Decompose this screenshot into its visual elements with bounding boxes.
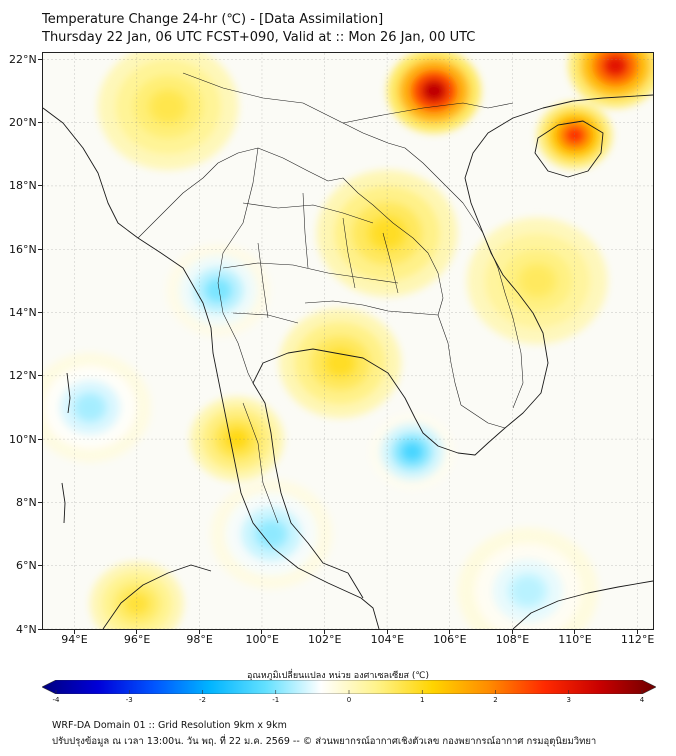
lon-tick-label: 112°E bbox=[620, 633, 655, 646]
lat-tick-mark bbox=[38, 248, 42, 250]
colorbar-label: -2 bbox=[199, 696, 206, 704]
lat-tick-label: 12°N bbox=[9, 369, 37, 383]
lon-tick-mark bbox=[73, 630, 75, 634]
thailand-laos-border bbox=[257, 147, 444, 316]
graticule bbox=[43, 53, 653, 629]
lat-tick-label: 8°N bbox=[16, 495, 37, 509]
lon-tick-mark bbox=[636, 630, 638, 634]
laos-vietnam-border bbox=[342, 122, 524, 409]
update-credit: ปรับปรุงข้อมูล ณ เวลา 13:00น. วัน พฤ. ที… bbox=[52, 736, 597, 747]
lat-tick-mark bbox=[38, 501, 42, 503]
map-title: Temperature Change 24-hr (℃) - [Data Ass… bbox=[42, 12, 384, 27]
lat-tick-mark bbox=[38, 565, 42, 567]
map-canvas bbox=[43, 53, 653, 629]
lon-tick-mark bbox=[574, 630, 576, 634]
colorbar-label: -4 bbox=[52, 696, 60, 704]
anomaly-cell-4 bbox=[166, 243, 270, 337]
lat-tick-mark bbox=[38, 375, 42, 377]
andaman-islands bbox=[61, 372, 71, 524]
anomaly-cell-6 bbox=[210, 479, 333, 589]
lon-tick-mark bbox=[261, 630, 263, 634]
colorbar bbox=[42, 680, 656, 694]
lon-tick-mark bbox=[511, 630, 513, 634]
lat-tick-mark bbox=[38, 58, 42, 60]
anomaly-cell-13 bbox=[97, 53, 239, 171]
anomaly-cell-11 bbox=[466, 217, 608, 345]
anomaly-cell-0 bbox=[387, 53, 481, 134]
borneo-coastline bbox=[512, 580, 653, 629]
lat-tick-label: 20°N bbox=[9, 116, 37, 130]
anomaly-cell-5 bbox=[43, 352, 151, 463]
temperature-map[interactable] bbox=[42, 52, 654, 630]
country-borders bbox=[137, 72, 524, 524]
lon-tick-label: 110°E bbox=[558, 633, 592, 646]
anomaly-cell-1 bbox=[568, 53, 653, 108]
lat-tick-label: 18°N bbox=[9, 179, 37, 193]
lat-tick-label: 10°N bbox=[9, 432, 37, 446]
lat-tick-mark bbox=[38, 185, 42, 187]
lon-tick-label: 98°E bbox=[186, 633, 213, 646]
lon-tick-label: 96°E bbox=[123, 633, 151, 646]
lat-tick-label: 16°N bbox=[9, 242, 37, 256]
lat-tick-label: 22°N bbox=[9, 52, 37, 66]
anomaly-cell-3 bbox=[369, 413, 455, 490]
lon-tick-label: 102°E bbox=[308, 633, 342, 646]
lat-tick-mark bbox=[38, 122, 42, 124]
china-border bbox=[182, 72, 514, 124]
lon-tick-mark bbox=[136, 630, 138, 634]
lat-tick-label: 4°N bbox=[16, 622, 37, 636]
colorbar-label: -3 bbox=[125, 696, 133, 704]
coastlines bbox=[43, 94, 653, 629]
gulf-coastline bbox=[252, 94, 653, 599]
lat-tick-label: 14°N bbox=[9, 306, 37, 320]
lat-tick-mark bbox=[38, 628, 42, 630]
lon-tick-label: 106°E bbox=[433, 633, 467, 646]
lon-tick-label: 104°E bbox=[370, 633, 405, 646]
model-info: WRF-DA Domain 01 :: Grid Resolution 9km … bbox=[52, 720, 287, 731]
sumatra-coastline bbox=[102, 564, 212, 629]
colorbar-label: -1 bbox=[272, 696, 280, 704]
colorbar-ramp bbox=[42, 680, 656, 694]
lat-tick-label: 6°N bbox=[16, 559, 37, 573]
lat-tick-mark bbox=[38, 312, 42, 314]
colorbar-title: อุณหภูมิเปลี่ยนแปลง หน่วย องศาเซลเซียส (… bbox=[246, 671, 430, 681]
lon-tick-mark bbox=[386, 630, 388, 634]
lon-tick-mark bbox=[449, 630, 451, 634]
lon-tick-label: 94°E bbox=[61, 633, 88, 646]
hainan-coastline bbox=[534, 120, 604, 178]
lat-tick-mark bbox=[38, 438, 42, 440]
lon-tick-mark bbox=[324, 630, 326, 634]
map-subtitle: Thursday 22 Jan, 06 UTC FCST+090, Valid … bbox=[42, 30, 476, 45]
cambodia-vietnam-border bbox=[460, 404, 506, 429]
thailand-cambodia-border bbox=[304, 300, 462, 406]
myanmar-thailand-border bbox=[137, 147, 259, 384]
colorbar-label: 0 bbox=[346, 696, 352, 704]
lon-tick-mark bbox=[198, 630, 200, 634]
lon-tick-label: 108°E bbox=[495, 633, 530, 646]
colorbar-label: 1 bbox=[420, 696, 425, 704]
lon-tick-label: 100°E bbox=[245, 633, 279, 646]
colorbar-label: 4 bbox=[639, 696, 645, 704]
anomaly-cell-9 bbox=[279, 308, 402, 419]
colorbar-label: 2 bbox=[493, 696, 498, 704]
colorbar-label: 3 bbox=[566, 696, 571, 704]
anomaly-cell-12 bbox=[89, 561, 184, 629]
thai-provinces bbox=[222, 192, 399, 524]
mainland-coastline bbox=[43, 107, 380, 629]
